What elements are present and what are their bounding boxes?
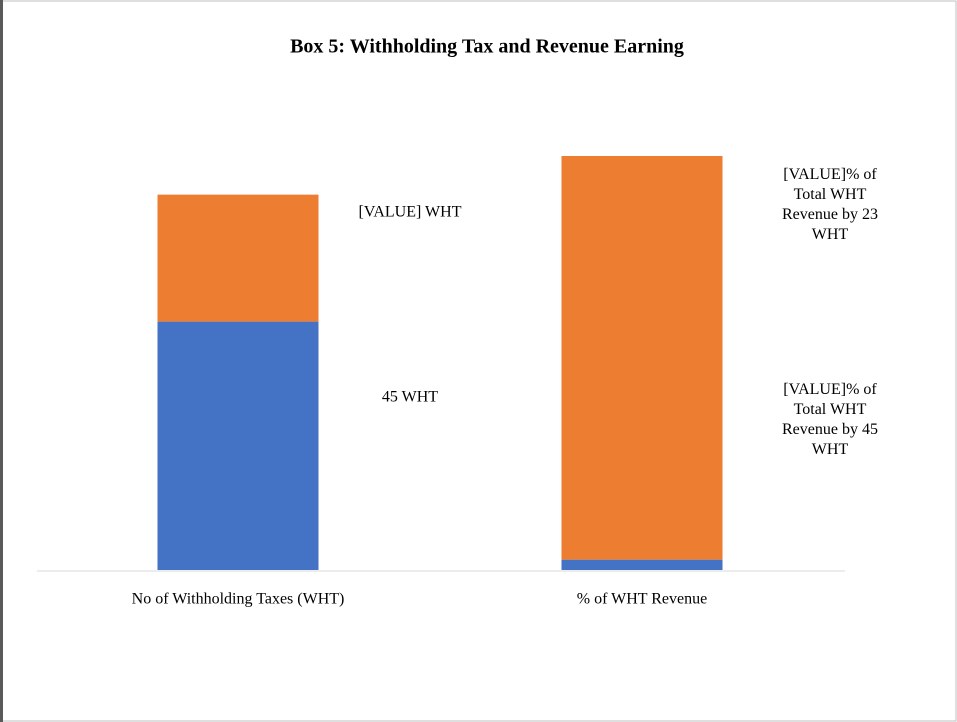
- data-label: [VALUE]% of Total WHT Revenue by 45 WHT: [782, 381, 878, 458]
- bar-segment: [157, 194, 319, 322]
- x-tick-label: No of Withholding Taxes (WHT): [132, 591, 345, 608]
- data-label: [VALUE] WHT: [359, 204, 462, 221]
- chart-title: Box 5: Withholding Tax and Revenue Earni…: [290, 36, 684, 58]
- bar-segment: [561, 559, 723, 570]
- bar-segment: [157, 321, 319, 570]
- x-tick-label: % of WHT Revenue: [577, 591, 707, 608]
- data-label: [VALUE]% of Total WHT Revenue by 23 WHT: [782, 166, 878, 243]
- bar-segment: [561, 156, 723, 560]
- data-label: 45 WHT: [382, 389, 438, 406]
